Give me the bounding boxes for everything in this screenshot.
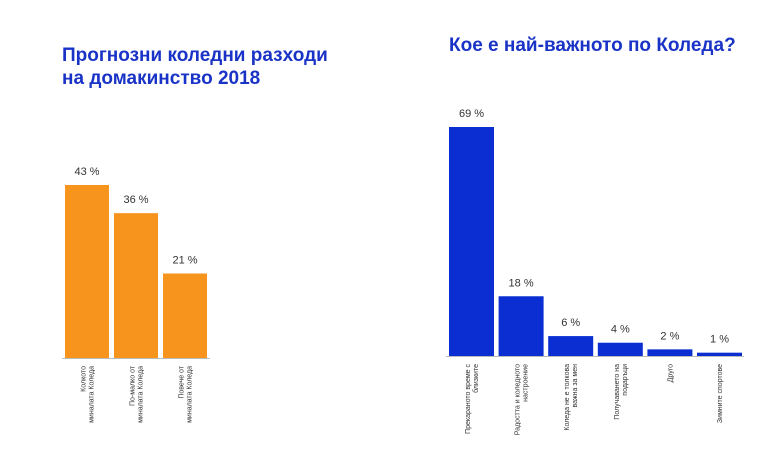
spending-value-label-2: 36 % [123,194,148,206]
spending-category-label-1-line-2: миналата Коледа [89,366,96,423]
spending-bar-3 [163,273,207,358]
importance-category-label-2: Радостта и коледнотонастроение [515,364,530,435]
chart-left-title-line-2: на домакинство 2018 [62,68,261,89]
importance-bar-5 [647,349,693,356]
spending-category-label-3: Повече отминалата Коледа [179,365,194,423]
spending-category-label-3-line-2: миналата Коледа [187,366,194,423]
importance-category-label-4: Получаването наподаръци [614,364,629,420]
importance-bar-2 [498,296,544,356]
importance-value-label-2: 18 % [509,277,534,289]
importance-category-label-3-line-1: Коледа не е толкова [564,364,571,431]
importance-category-label-4-line-1: Получаването на [614,364,621,420]
importance-category-label-6: Зимните спортове [717,364,724,423]
importance-value-label-4: 4 % [611,324,630,336]
importance-category-label-1-line-2: близките [472,364,480,393]
chart-left-title: Прогнозни коледни разходи на домакинство… [62,44,362,90]
spending-bar-2 [114,213,158,358]
spending-bar-1 [65,185,109,358]
importance-value-label-6: 1 % [710,334,729,346]
importance-bar-3 [548,336,594,356]
importance-category-label-1-line-1: Прекараното време с [465,364,472,434]
importance-category-label-3-line-2: важна за мен [572,364,579,408]
spending-value-label-1: 43 % [74,166,99,178]
importance-category-label-3: Коледа не е толковаважна за мен [564,364,579,431]
importance-bar-1 [449,127,494,356]
importance-category-label-6-line-1: Зимните спортове [717,364,724,423]
importance-category-label-1: Прекараното време сблизките [465,364,480,434]
chart-right-christmas-importance: 69 % Прекараното време сблизките 18 % Радос… [446,108,744,435]
importance-value-label-5: 2 % [660,330,679,342]
importance-category-label-4-line-2: подаръци [622,364,629,396]
importance-category-label-5: Друго [667,364,674,382]
spending-value-label-3: 21 % [172,255,197,267]
spending-category-label-2-line-1: По-малко от [130,365,137,406]
spending-category-label-3-line-1: Повече от [179,365,186,398]
importance-category-label-5-line-1: Друго [667,364,674,382]
chart-right-title-line-1: Кое е най-важното по Коледа? [449,35,736,56]
importance-category-label-2-line-1: Радостта и коледното [515,364,522,435]
chart-left-title-line-1: Прогнозни коледни разходи [62,45,328,66]
spending-category-label-2: По-малко отминалата Коледа [130,365,145,423]
importance-bar-4 [597,342,643,356]
importance-value-label-1: 69 % [459,108,484,120]
spending-category-label-1-line-1: Колкото [81,366,88,392]
chart-right-title: Кое е най-важното по Коледа? [449,34,769,57]
spending-category-label-1: Колкотоминалата Коледа [81,366,96,423]
importance-category-label-2-line-2: настроение [523,364,530,402]
importance-bar-6 [697,352,742,356]
spending-category-label-2-line-2: миналата Коледа [138,366,145,423]
importance-value-label-3: 6 % [561,317,580,329]
